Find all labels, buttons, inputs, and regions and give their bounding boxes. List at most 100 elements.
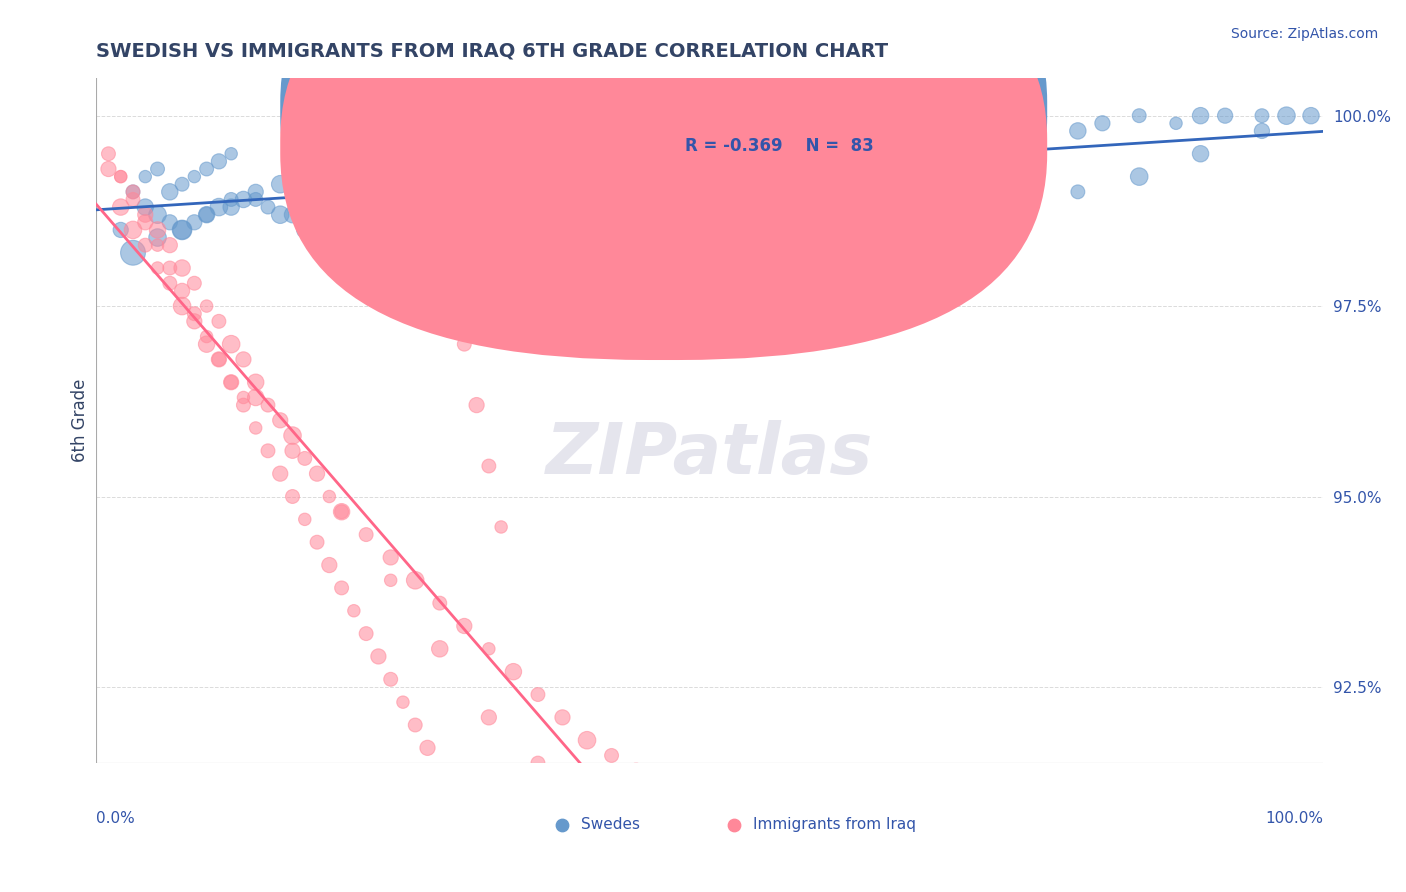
Point	[1005, 109, 1028, 123]
Point	[637, 146, 659, 161]
Point	[343, 604, 366, 618]
Point	[110, 169, 132, 184]
Point	[172, 223, 194, 237]
Point	[245, 185, 267, 199]
Point	[183, 307, 205, 321]
Point	[1067, 185, 1090, 199]
Point	[380, 673, 402, 687]
Point	[208, 200, 231, 214]
Point	[219, 337, 242, 351]
Point	[1128, 109, 1150, 123]
Point	[183, 169, 205, 184]
Point	[613, 154, 636, 169]
Point	[159, 215, 181, 229]
Point	[146, 260, 169, 275]
Point	[183, 277, 205, 291]
Point	[232, 391, 254, 405]
Point	[538, 161, 561, 176]
Point	[183, 215, 205, 229]
Text: R =  0.329    N = 104: R = 0.329 N = 104	[685, 99, 879, 118]
Point	[613, 154, 636, 169]
Point	[662, 139, 685, 153]
Point	[1251, 124, 1274, 138]
Point	[330, 505, 353, 519]
Point	[219, 146, 242, 161]
Point	[759, 124, 782, 138]
Point	[392, 695, 415, 709]
Point	[195, 208, 218, 222]
Point	[122, 193, 145, 207]
Point	[723, 131, 745, 145]
Point	[527, 756, 550, 770]
Point	[404, 574, 426, 588]
Point	[354, 169, 377, 184]
Text: SWEDISH VS IMMIGRANTS FROM IRAQ 6TH GRADE CORRELATION CHART: SWEDISH VS IMMIGRANTS FROM IRAQ 6TH GRAD…	[96, 42, 889, 61]
Text: Source: ZipAtlas.com: Source: ZipAtlas.com	[1230, 27, 1378, 41]
Point	[489, 185, 512, 199]
Point	[429, 641, 451, 656]
Point	[208, 314, 231, 328]
Point	[588, 161, 610, 176]
Point	[146, 230, 169, 244]
Point	[662, 139, 685, 153]
Text: Immigrants from Iraq: Immigrants from Iraq	[752, 817, 915, 832]
Point	[330, 185, 353, 199]
Point	[943, 223, 966, 237]
Point	[257, 398, 280, 412]
Point	[564, 161, 586, 176]
Point	[134, 169, 156, 184]
Point	[343, 200, 366, 214]
Point	[797, 124, 820, 138]
Point	[219, 200, 242, 214]
Point	[122, 185, 145, 199]
Point	[416, 178, 439, 192]
Point	[846, 116, 869, 130]
FancyBboxPatch shape	[280, 0, 1047, 322]
Point	[429, 764, 451, 778]
Point	[294, 451, 316, 466]
FancyBboxPatch shape	[617, 85, 986, 167]
Point	[551, 710, 574, 724]
Point	[515, 169, 537, 184]
Point	[441, 193, 464, 207]
Text: ZIPatlas: ZIPatlas	[546, 420, 873, 489]
Point	[122, 185, 145, 199]
Point	[429, 596, 451, 610]
Point	[269, 208, 291, 222]
Point	[232, 398, 254, 412]
Point	[318, 558, 340, 572]
Text: Swedes: Swedes	[581, 817, 640, 832]
Point	[183, 314, 205, 328]
Point	[146, 208, 169, 222]
Point	[110, 169, 132, 184]
Point	[97, 161, 120, 176]
Point	[219, 376, 242, 390]
Point	[1128, 169, 1150, 184]
Point	[307, 535, 329, 549]
Point	[489, 520, 512, 534]
Point	[159, 277, 181, 291]
Text: R = -0.369    N =  83: R = -0.369 N = 83	[685, 137, 875, 155]
Point	[134, 208, 156, 222]
Point	[122, 245, 145, 260]
Point	[134, 215, 156, 229]
Point	[380, 193, 402, 207]
Point	[245, 421, 267, 435]
Point	[195, 337, 218, 351]
Point	[159, 238, 181, 252]
Point	[441, 178, 464, 192]
Point	[195, 208, 218, 222]
Point	[318, 490, 340, 504]
Point	[294, 193, 316, 207]
Point	[208, 352, 231, 367]
Point	[527, 161, 550, 176]
Point	[208, 154, 231, 169]
Point	[269, 413, 291, 427]
Point	[318, 161, 340, 176]
Point	[883, 245, 905, 260]
Point	[1299, 109, 1322, 123]
Point	[538, 169, 561, 184]
Point	[416, 185, 439, 199]
Point	[281, 428, 304, 442]
Point	[134, 238, 156, 252]
